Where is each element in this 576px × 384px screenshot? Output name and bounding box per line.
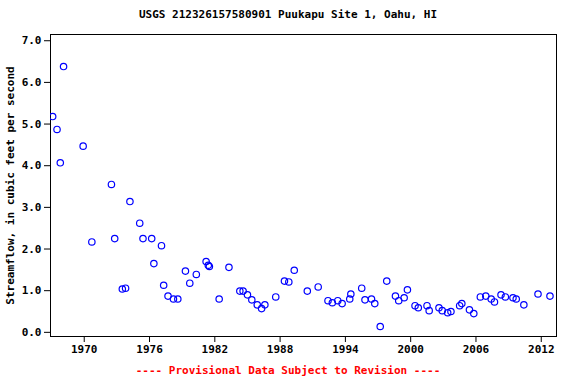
svg-text:1994: 1994 bbox=[332, 343, 359, 356]
svg-text:4.0: 4.0 bbox=[22, 159, 42, 172]
svg-text:1.0: 1.0 bbox=[22, 284, 42, 297]
svg-text:2000: 2000 bbox=[397, 343, 424, 356]
html-text:---- Provisional Data Subject: ---- Provisional Data Subject to Revisio… bbox=[135, 364, 441, 377]
html-text:USGS 212326157580901 Puukapu S: USGS 212326157580901 Puukapu Site 1, Oah… bbox=[139, 8, 437, 21]
svg-text:2006: 2006 bbox=[463, 343, 490, 356]
svg-text:1988: 1988 bbox=[267, 343, 294, 356]
svg-text:1970: 1970 bbox=[71, 343, 98, 356]
svg-text:3.0: 3.0 bbox=[22, 201, 42, 214]
svg-text:7.0: 7.0 bbox=[22, 34, 42, 47]
svg-text:1982: 1982 bbox=[202, 343, 229, 356]
svg-text:6.0: 6.0 bbox=[22, 76, 42, 89]
svg-text:0.0: 0.0 bbox=[22, 326, 42, 339]
svg-text:1976: 1976 bbox=[136, 343, 163, 356]
svg-text:2012: 2012 bbox=[528, 343, 555, 356]
svg-text:Streamflow, in cubic feet per: Streamflow, in cubic feet per second bbox=[4, 66, 17, 304]
svg-text:5.0: 5.0 bbox=[22, 118, 42, 131]
svg-text:2.0: 2.0 bbox=[22, 243, 42, 256]
